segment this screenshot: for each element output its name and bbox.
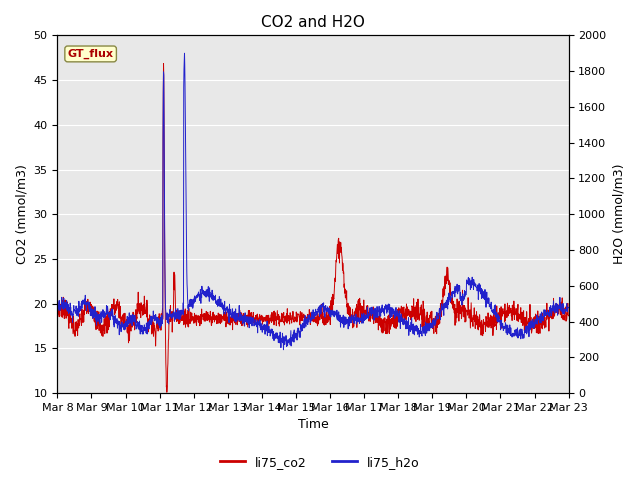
- li75_h2o: [79, 300, 87, 306]
- li75_co2: [456, 305, 464, 311]
- li75_co2: [564, 313, 572, 319]
- li75_co2: [550, 313, 558, 319]
- X-axis label: Time: Time: [298, 419, 328, 432]
- li75_co2: [163, 389, 171, 395]
- li75_h2o: [550, 305, 558, 311]
- li75_co2: [54, 302, 61, 308]
- li75_co2: [289, 309, 297, 314]
- Y-axis label: H2O (mmol/m3): H2O (mmol/m3): [612, 164, 625, 264]
- li75_h2o: [456, 290, 464, 296]
- li75_h2o: [550, 303, 558, 309]
- Line: li75_co2: li75_co2: [58, 64, 568, 392]
- li75_co2: [79, 311, 87, 316]
- Legend: li75_co2, li75_h2o: li75_co2, li75_h2o: [215, 451, 425, 474]
- li75_h2o: [54, 306, 61, 312]
- Title: CO2 and H2O: CO2 and H2O: [261, 15, 365, 30]
- li75_h2o: [289, 337, 297, 343]
- li75_h2o: [180, 50, 188, 56]
- li75_co2: [550, 306, 558, 312]
- li75_h2o: [564, 304, 572, 310]
- Text: GT_flux: GT_flux: [68, 49, 114, 59]
- li75_h2o: [303, 319, 310, 324]
- li75_h2o: [280, 347, 287, 353]
- li75_co2: [160, 61, 168, 67]
- Y-axis label: CO2 (mmol/m3): CO2 (mmol/m3): [15, 164, 28, 264]
- li75_co2: [303, 314, 310, 320]
- Line: li75_h2o: li75_h2o: [58, 53, 568, 350]
